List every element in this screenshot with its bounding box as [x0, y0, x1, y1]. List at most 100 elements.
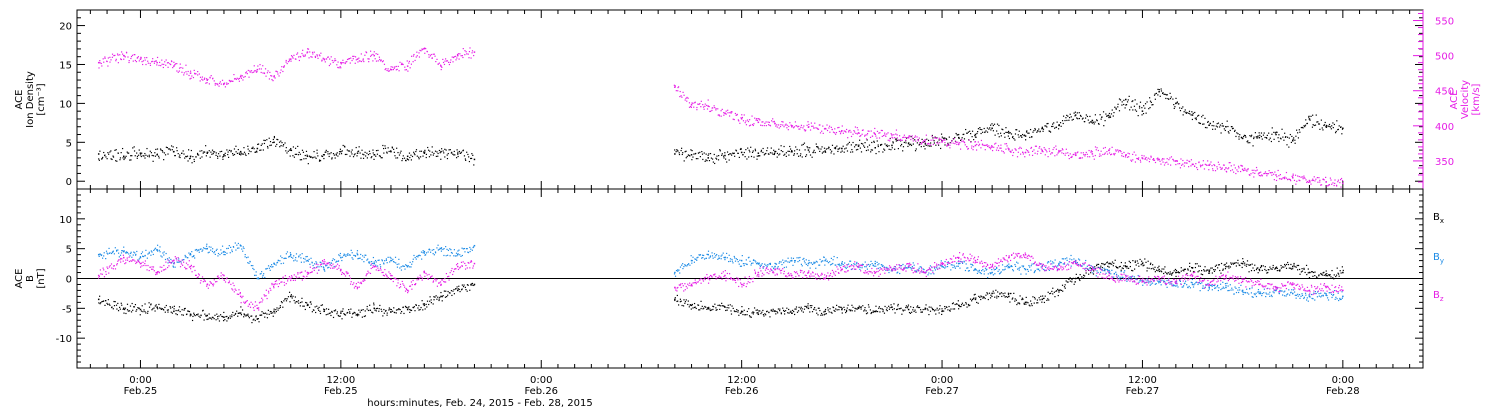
data-point [381, 259, 383, 261]
data-point [703, 307, 705, 309]
data-point [133, 251, 135, 253]
data-point [1241, 266, 1243, 269]
data-point [1146, 270, 1148, 272]
data-point [1184, 109, 1186, 111]
data-point [682, 267, 684, 270]
data-point [128, 152, 130, 154]
data-point [220, 83, 222, 85]
data-point [290, 58, 292, 60]
data-point [1200, 166, 1202, 168]
data-point [468, 50, 471, 53]
data-point [216, 83, 218, 85]
data-point [1119, 150, 1121, 152]
data-point [1311, 126, 1314, 128]
data-point [251, 322, 253, 324]
data-point [703, 108, 705, 110]
data-point [126, 309, 129, 311]
data-point [161, 256, 163, 258]
data-point [1326, 185, 1328, 187]
data-point [1100, 155, 1102, 157]
data-point [1242, 169, 1244, 172]
data-point [197, 71, 199, 73]
data-point [1005, 143, 1008, 145]
data-point [741, 114, 743, 116]
data-point [1128, 153, 1131, 155]
data-point [462, 149, 465, 151]
data-point [1128, 156, 1130, 158]
data-point [97, 153, 100, 155]
data-point [107, 303, 109, 306]
data-point [190, 77, 192, 79]
data-point [1212, 168, 1214, 170]
data-point [1237, 262, 1239, 264]
data-point [743, 114, 745, 116]
data-point [676, 294, 678, 297]
data-point [818, 148, 820, 150]
data-point [232, 153, 234, 155]
data-point [368, 150, 371, 152]
data-point [290, 294, 292, 296]
data-point [257, 143, 260, 145]
data-point [1286, 136, 1289, 138]
data-point [1143, 105, 1145, 107]
data-point [1012, 135, 1014, 138]
data-point [290, 253, 292, 256]
data-point [1064, 119, 1066, 122]
data-point [1104, 269, 1106, 271]
data-point [300, 261, 303, 263]
data-point [455, 252, 458, 254]
data-point [313, 263, 316, 265]
data-point [1304, 124, 1307, 126]
data-point [368, 262, 370, 264]
data-point [447, 290, 449, 293]
data-point [126, 52, 128, 54]
data-point [1292, 268, 1294, 270]
data-point [696, 106, 698, 109]
data-point [841, 307, 843, 309]
data-point [982, 296, 985, 298]
data-point [986, 131, 989, 133]
data-point [1179, 110, 1182, 112]
data-point [1141, 262, 1144, 265]
data-point [130, 159, 132, 161]
data-point [392, 66, 394, 68]
data-point [273, 310, 275, 313]
data-point [1074, 277, 1077, 280]
data-point [1108, 152, 1111, 154]
data-point [1186, 112, 1188, 114]
data-point [1244, 264, 1246, 266]
data-point [106, 252, 108, 254]
data-point [473, 164, 475, 166]
data-point [727, 304, 729, 306]
data-point [263, 142, 266, 145]
data-point [967, 303, 970, 306]
data-point [1306, 180, 1309, 183]
data-point [1155, 269, 1158, 271]
data-point [721, 153, 723, 155]
data-point [860, 306, 862, 308]
data-point [836, 145, 838, 147]
data-point [140, 310, 143, 312]
data-point [966, 132, 968, 134]
data-point [1035, 145, 1038, 147]
data-point [995, 289, 997, 291]
data-point [706, 104, 708, 107]
data-point [430, 302, 432, 304]
data-point [905, 140, 907, 142]
data-point [791, 312, 793, 314]
data-point [1002, 293, 1004, 295]
data-point [179, 154, 181, 156]
data-point [905, 137, 908, 139]
data-point [199, 76, 202, 78]
data-point [800, 153, 802, 155]
data-point [1270, 140, 1272, 143]
data-point [1195, 117, 1197, 119]
data-point [457, 153, 459, 155]
data-point [868, 306, 870, 308]
data-point [1127, 99, 1129, 101]
data-point [1146, 267, 1148, 269]
data-point [257, 277, 259, 279]
data-point [167, 311, 169, 313]
data-point [1308, 116, 1310, 118]
data-point [227, 318, 229, 320]
